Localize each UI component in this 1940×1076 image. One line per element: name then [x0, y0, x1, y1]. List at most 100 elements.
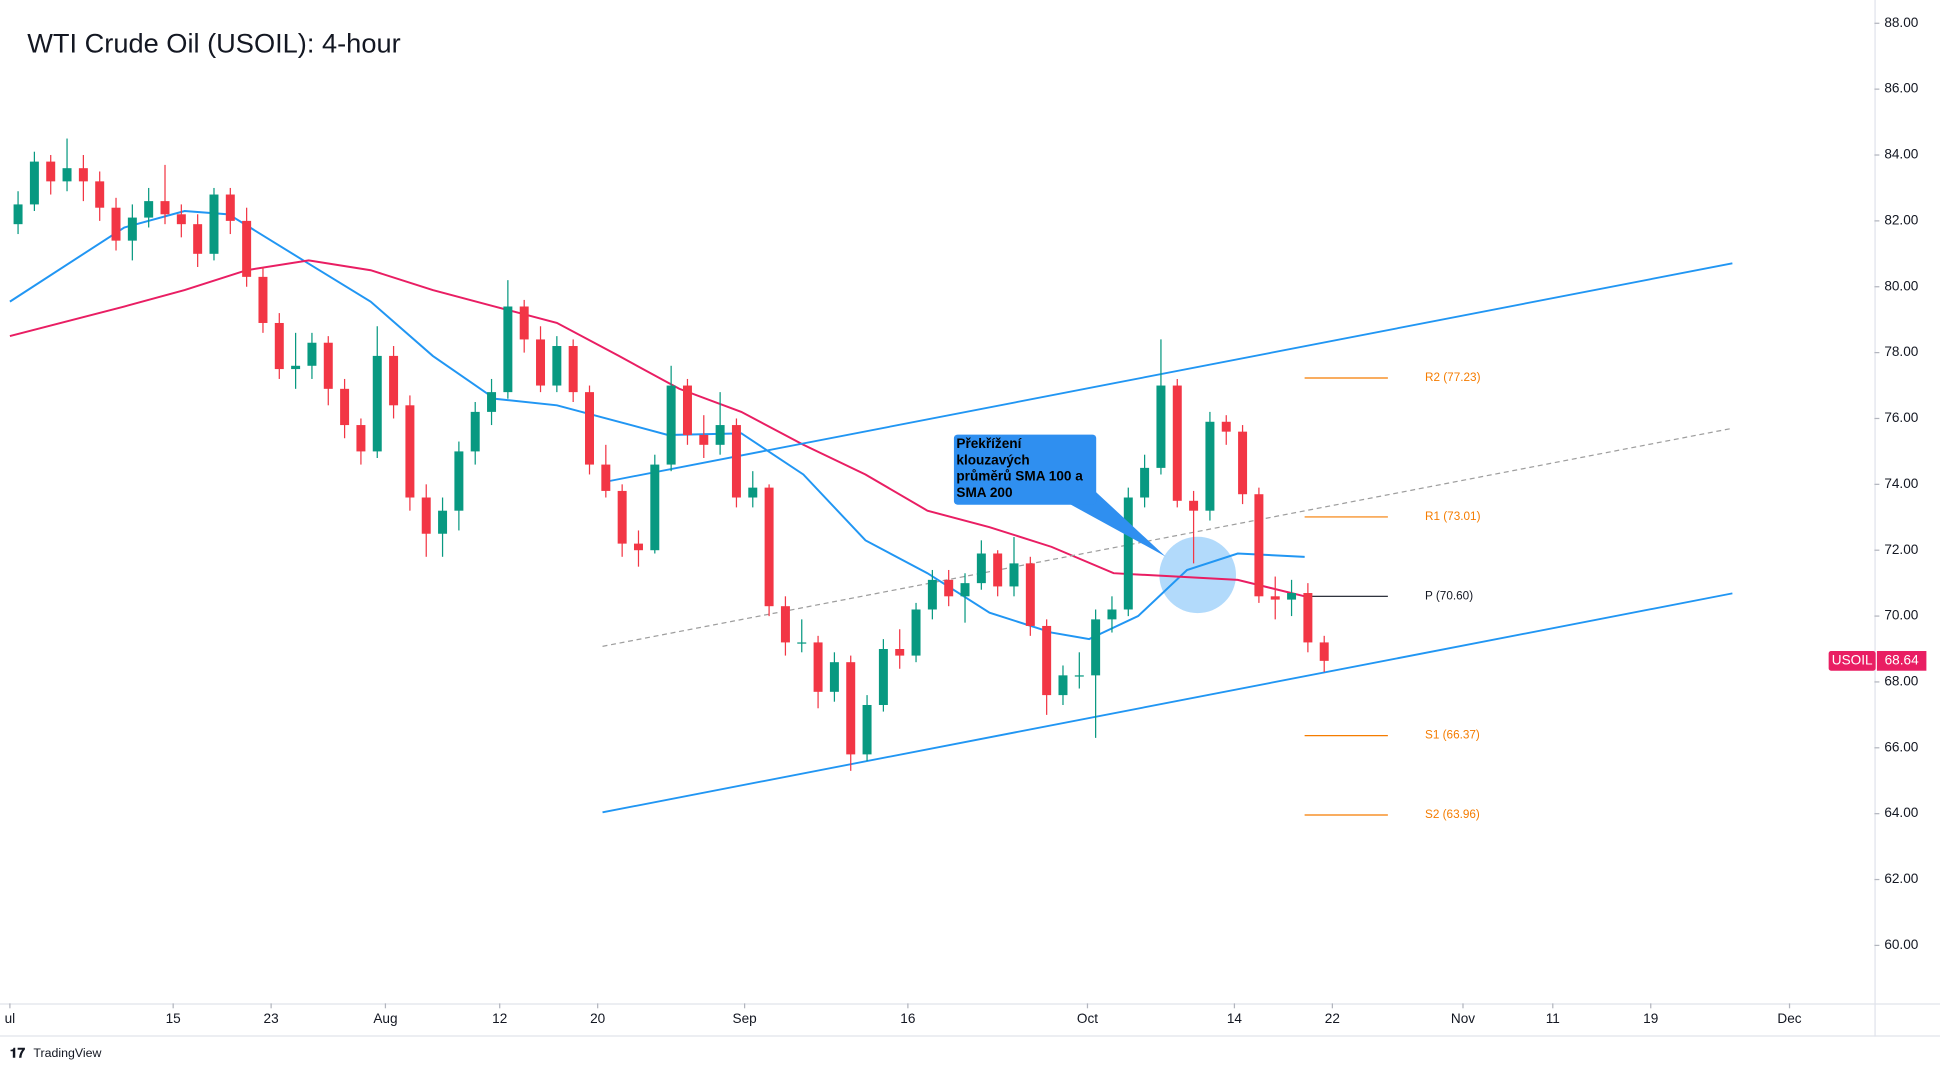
candle-body: [29, 161, 39, 205]
y-tick-label: 88.00: [1884, 15, 1918, 30]
candle-body: [960, 583, 970, 597]
candle-body: [715, 425, 725, 445]
candle-body: [1107, 609, 1117, 620]
y-tick-label: 70.00: [1884, 608, 1918, 623]
candle-body: [1058, 675, 1068, 696]
brand: 𝟏𝟕 TradingView: [10, 1045, 102, 1060]
moving-average: [9, 210, 1305, 641]
x-tick-label: 15: [166, 1011, 181, 1026]
candle-body: [242, 220, 252, 277]
y-tick-label: 72.00: [1884, 542, 1918, 557]
brand-logo: 𝟏𝟕: [10, 1045, 26, 1060]
candle-body: [274, 322, 284, 370]
candle-body: [829, 662, 839, 692]
candle-body: [895, 649, 905, 656]
candle-body: [846, 662, 856, 755]
y-tick-label: 66.00: [1884, 739, 1918, 754]
candle-body: [95, 181, 105, 208]
candle-body: [764, 487, 774, 607]
y-tick-label: 86.00: [1884, 81, 1918, 96]
candle-body: [1123, 497, 1133, 610]
candle-body: [1238, 431, 1248, 495]
candle-body: [1189, 500, 1199, 511]
candle-body: [1205, 421, 1215, 511]
x-tick-label: 11: [1546, 1011, 1560, 1026]
candle-body: [1287, 593, 1297, 600]
candle-body: [1091, 619, 1101, 676]
y-tick-label: 76.00: [1884, 410, 1918, 425]
moving-average: [9, 259, 1305, 598]
x-tick-label: Oct: [1077, 1011, 1098, 1026]
candle-body: [1303, 593, 1313, 643]
candle-body: [699, 434, 709, 445]
candle-body: [1042, 625, 1052, 696]
trendline: [602, 427, 1733, 647]
callout-text: Překřížení: [956, 436, 1022, 451]
y-tick-label: 60.00: [1884, 937, 1918, 952]
y-tick-label: 68.00: [1884, 674, 1918, 689]
candle-body: [307, 342, 317, 366]
y-tick-label: 82.00: [1884, 212, 1918, 227]
x-tick-label: ul: [5, 1011, 16, 1026]
candle-body: [487, 392, 497, 412]
candle-body: [682, 385, 692, 435]
candle-body: [1025, 563, 1035, 626]
candle-body: [503, 306, 513, 393]
candle-body: [356, 425, 366, 452]
y-tick-label: 74.00: [1884, 476, 1918, 491]
candle-body: [862, 704, 872, 755]
x-tick-label: 22: [1325, 1011, 1340, 1026]
candle-body: [1221, 421, 1231, 432]
candle-body: [421, 497, 431, 534]
callout-text: SMA 200: [956, 485, 1012, 500]
x-tick-label: 16: [900, 1011, 915, 1026]
pivot-label: P (70.60): [1425, 589, 1473, 602]
x-tick-label: Nov: [1451, 1011, 1475, 1026]
pivot-label: S2 (63.96): [1425, 808, 1480, 821]
callout-text: průměrů SMA 100 a: [956, 469, 1083, 484]
price-tag-value: 68.64: [1885, 652, 1919, 667]
candle-body: [13, 204, 23, 225]
candle-body: [1319, 642, 1329, 661]
candle-body: [878, 649, 888, 705]
candle-body: [438, 510, 448, 534]
candle-body: [144, 201, 154, 218]
candle-body: [976, 553, 986, 584]
pivot-label: R2 (77.23): [1425, 371, 1481, 384]
x-tick-label: 23: [264, 1011, 279, 1026]
candle-body: [519, 306, 529, 340]
x-tick-label: 19: [1643, 1011, 1658, 1026]
price-tag-symbol: USOIL: [1832, 652, 1873, 667]
candle-body: [323, 342, 333, 389]
candle-body: [650, 464, 660, 551]
candle-body: [454, 451, 464, 511]
candle-body: [585, 392, 594, 465]
candle-body: [536, 339, 546, 386]
x-tick-label: Aug: [373, 1011, 397, 1026]
candle-body: [780, 606, 790, 643]
candle-body: [1140, 467, 1150, 498]
candle-body: [633, 543, 643, 551]
pivot-label: S1 (66.37): [1425, 729, 1480, 742]
candle-body: [911, 609, 921, 656]
price-tag-symbol-box: [1828, 651, 1876, 671]
candle-body: [1172, 385, 1182, 501]
candle-body: [568, 346, 578, 393]
x-tick-label: 20: [590, 1011, 606, 1026]
candle-body: [405, 405, 415, 498]
candle-body: [748, 487, 758, 498]
x-tick-label: Dec: [1777, 1011, 1801, 1026]
y-tick-label: 84.00: [1884, 147, 1918, 162]
candle-body: [813, 642, 823, 692]
candle-body: [731, 425, 741, 498]
highlight-circle: [1159, 536, 1237, 614]
candle-body: [291, 365, 301, 370]
candle-body: [1156, 385, 1166, 468]
candle-body: [46, 161, 56, 182]
candle-body: [617, 490, 627, 544]
y-tick-label: 64.00: [1884, 805, 1918, 820]
candle-body: [601, 464, 611, 491]
